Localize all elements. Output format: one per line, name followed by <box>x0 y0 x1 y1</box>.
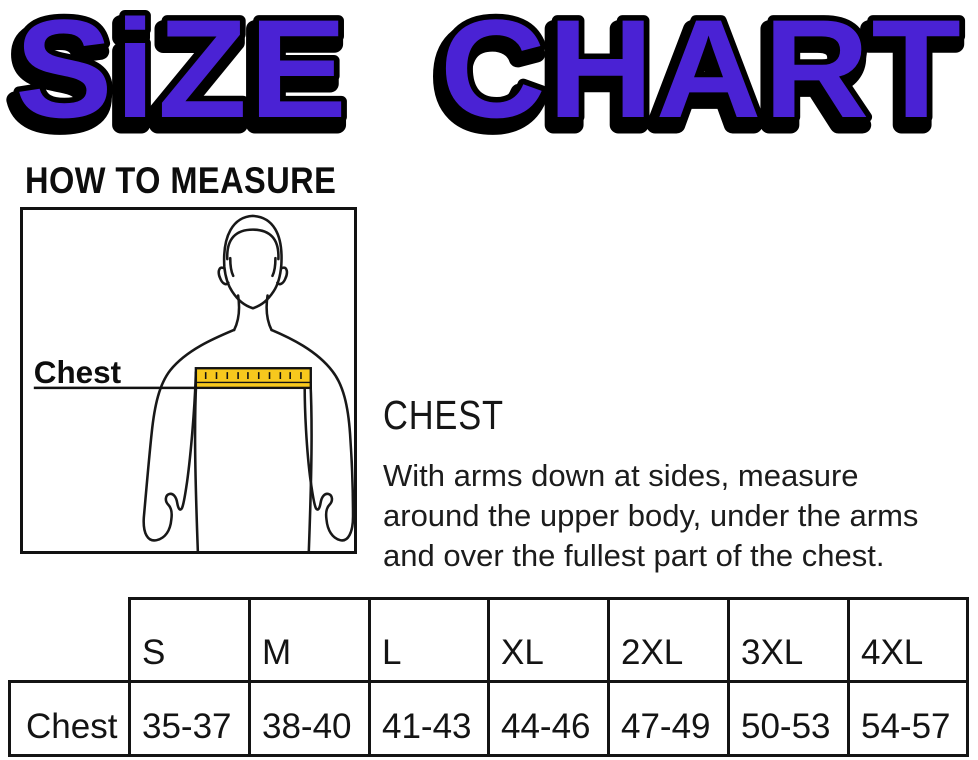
chest-description-line: and over the fullest part of the chest. <box>383 538 885 573</box>
page-title-shadow: SiZE CHART <box>11 0 959 155</box>
size-column-header-4xl: 4XL <box>847 597 969 683</box>
chest-value-xl: 44-46 <box>487 680 610 757</box>
how-to-measure-heading: HOW TO MEASURE <box>25 160 337 201</box>
size-column-header-s: S <box>128 597 251 683</box>
size-table-header-row: S M L XL 2XL 3XL 4XL <box>10 597 969 683</box>
size-column-header-xl: XL <box>487 597 610 683</box>
chest-value-l: 41-43 <box>368 680 490 757</box>
page-title: SiZE CHART <box>15 0 963 147</box>
title-banner: SiZE CHART SiZE CHART <box>3 0 967 164</box>
chest-section-heading: CHEST <box>383 392 504 438</box>
chest-measurements-row: Chest 35-37 38-40 41-43 44-46 47-49 50-5… <box>8 680 969 757</box>
measuring-tape <box>194 367 312 390</box>
size-column-header-m: M <box>248 597 371 683</box>
measurement-figure-box: Chest <box>20 207 357 554</box>
chest-value-m: 38-40 <box>248 680 371 757</box>
size-table: S M L XL 2XL 3XL 4XL Chest 35-37 38-40 4… <box>8 597 969 757</box>
torso-illustration: Chest <box>34 214 354 551</box>
chest-value-3xl: 50-53 <box>727 680 850 757</box>
chest-figure-label: Chest <box>34 355 122 390</box>
chest-instructions: CHEST With arms down at sides, measure a… <box>383 392 978 576</box>
chest-value-4xl: 54-57 <box>847 680 969 757</box>
chest-value-2xl: 47-49 <box>607 680 730 757</box>
chest-value-s: 35-37 <box>128 680 251 757</box>
size-column-header-2xl: 2XL <box>607 597 730 683</box>
chest-description-line: With arms down at sides, measure <box>383 458 859 493</box>
chest-description: With arms down at sides, measure around … <box>383 456 978 576</box>
chest-row-label: Chest <box>8 680 131 757</box>
torso-outline <box>142 214 354 551</box>
table-corner-blank <box>10 599 130 682</box>
size-column-header-l: L <box>368 597 490 683</box>
chest-description-line: around the upper body, under the arms <box>383 498 919 533</box>
size-column-header-3xl: 3XL <box>727 597 850 683</box>
